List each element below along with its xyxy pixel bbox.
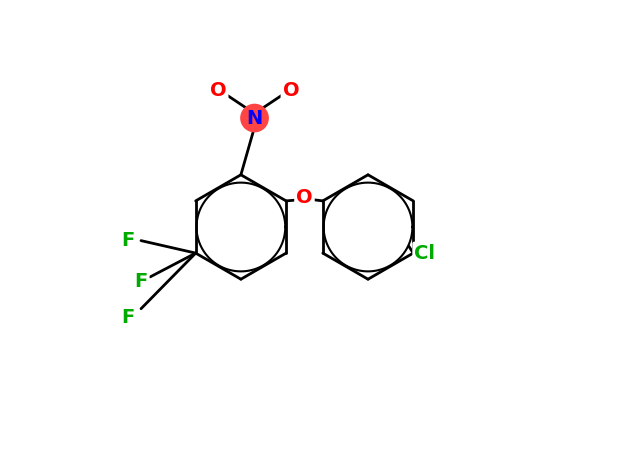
Text: O: O xyxy=(296,188,313,207)
Text: F: F xyxy=(121,308,134,327)
Text: N: N xyxy=(247,109,263,128)
Text: O: O xyxy=(282,81,299,100)
Text: O: O xyxy=(210,81,227,100)
Text: Cl: Cl xyxy=(414,244,435,262)
Text: F: F xyxy=(121,231,134,250)
Text: F: F xyxy=(134,272,148,291)
